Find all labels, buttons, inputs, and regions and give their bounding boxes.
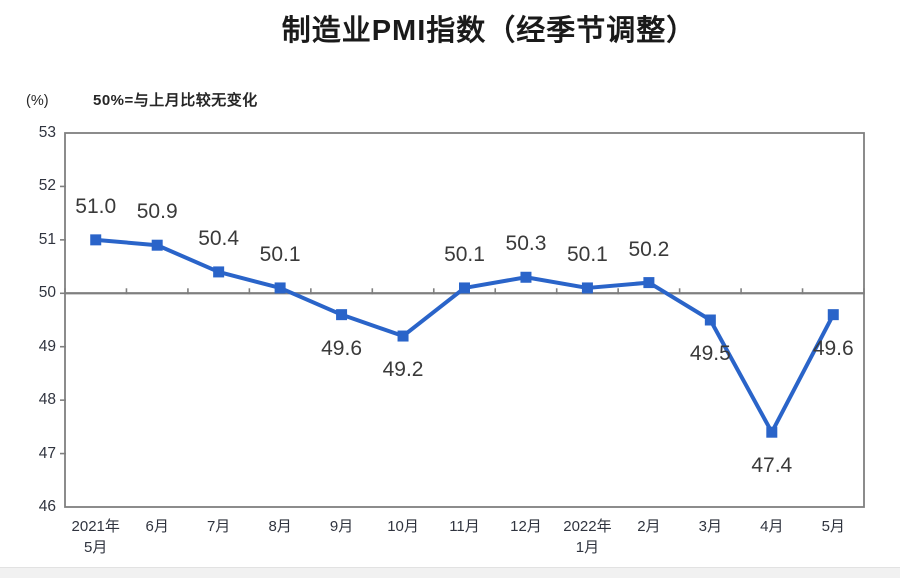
data-label: 50.3 — [505, 232, 547, 256]
data-label: 50.9 — [136, 200, 178, 224]
data-point-marker — [766, 426, 778, 438]
x-tick-label: 7月 — [206, 518, 231, 535]
x-tick-label: 9月 — [329, 518, 354, 535]
x-tick-label: 12月 — [510, 518, 542, 535]
x-tick-label: 8月 — [268, 518, 292, 535]
data-point-marker — [643, 277, 655, 289]
y-tick-label: 47 — [38, 444, 56, 462]
x-tick-label: 2021年 5月 — [71, 518, 120, 556]
data-point-marker — [90, 234, 102, 246]
x-tick-label: 2月 — [637, 518, 661, 535]
data-label: 49.6 — [812, 336, 854, 360]
data-label: 50.2 — [628, 237, 670, 261]
x-tick-label: 10月 — [387, 518, 419, 535]
data-point-marker — [397, 330, 409, 342]
y-tick-label: 51 — [38, 230, 56, 248]
x-tick-label: 5月 — [821, 518, 845, 535]
data-point-marker — [704, 314, 716, 326]
y-tick-label: 48 — [38, 391, 56, 409]
data-label: 50.1 — [566, 242, 608, 266]
data-point-marker — [459, 282, 470, 294]
pmi-series-line — [93, 237, 836, 435]
data-label: 51.0 — [75, 194, 117, 218]
data-point-marker — [827, 309, 839, 321]
x-tick-label: 11月 — [449, 518, 480, 535]
data-label: 47.4 — [751, 454, 793, 478]
data-point-marker — [151, 239, 163, 251]
data-point-marker — [336, 309, 348, 321]
x-tick-label: 3月 — [698, 518, 723, 535]
data-point-marker — [274, 282, 286, 294]
bottom-page-strip — [0, 567, 900, 578]
data-point-marker — [581, 282, 593, 294]
y-tick-label: 49 — [38, 337, 56, 355]
data-label: 50.4 — [198, 226, 240, 250]
plot-border — [64, 132, 865, 508]
data-label: 50.1 — [259, 242, 301, 266]
y-tick-label: 46 — [38, 498, 56, 515]
data-point-marker — [520, 271, 532, 283]
x-tick-label: 6月 — [145, 518, 169, 535]
x-tick-label: 2022年 1月 — [563, 518, 612, 556]
y-tick-label: 52 — [38, 177, 56, 195]
data-label: 49.5 — [689, 342, 731, 365]
data-label: 49.6 — [321, 336, 362, 360]
y-axis-unit-label: (%) — [26, 93, 49, 109]
data-label: 49.2 — [382, 358, 424, 382]
y-tick-label: 53 — [38, 124, 56, 141]
x-tick-label: 4月 — [760, 518, 784, 535]
chart-subtitle: 50%=与上月比较无变化 — [93, 92, 258, 109]
data-point-marker — [213, 266, 225, 278]
y-tick-label: 50 — [38, 284, 56, 302]
data-label: 50.1 — [444, 242, 485, 266]
chart-title: 制造业PMI指数（经季节调整） — [281, 15, 697, 47]
